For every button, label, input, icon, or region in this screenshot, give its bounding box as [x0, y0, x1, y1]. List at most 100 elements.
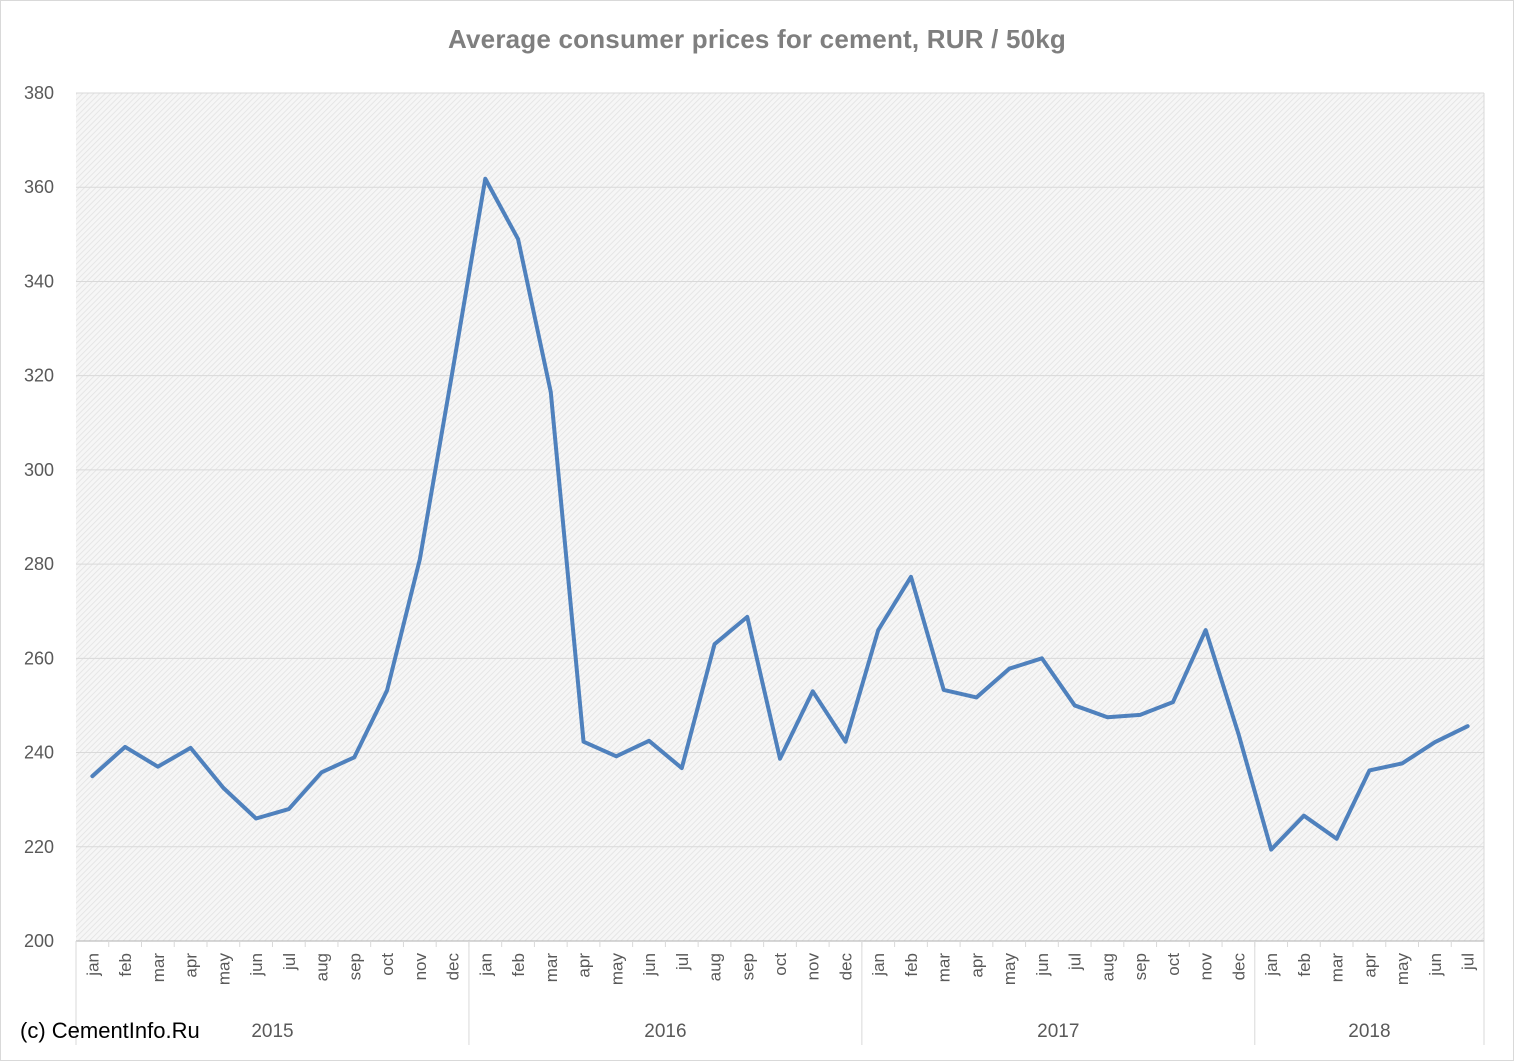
data-point	[1007, 667, 1011, 671]
data-point	[680, 766, 684, 770]
month-label: aug	[706, 953, 725, 981]
month-label: apr	[575, 953, 594, 978]
month-label: aug	[313, 953, 332, 981]
month-label: feb	[1295, 953, 1314, 977]
month-label: dec	[444, 953, 463, 981]
data-point	[745, 615, 749, 619]
month-label: oct	[378, 953, 397, 976]
month-label: mar	[149, 953, 168, 983]
data-point	[123, 745, 127, 749]
month-label: oct	[1164, 953, 1183, 976]
month-label: jul	[673, 953, 692, 971]
price-line	[90, 176, 1470, 852]
month-label: jul	[1066, 953, 1085, 971]
y-tick-label: 360	[24, 177, 54, 197]
y-tick-label: 200	[24, 931, 54, 951]
month-label: mar	[542, 953, 561, 983]
month-label: feb	[509, 953, 528, 977]
month-label: oct	[771, 953, 790, 976]
data-point	[90, 774, 94, 778]
year-label: 2015	[251, 1021, 293, 1042]
data-point	[516, 237, 520, 241]
month-label: jan	[476, 953, 495, 977]
data-point	[483, 177, 487, 181]
data-point	[385, 688, 389, 692]
data-point	[156, 765, 160, 769]
data-point	[1433, 740, 1437, 744]
month-label: may	[214, 953, 233, 986]
data-point	[221, 786, 225, 790]
y-axis: 200 220 240 260 280 300 320 340 360 380	[24, 83, 54, 951]
data-point	[582, 740, 586, 744]
data-point	[1138, 713, 1142, 717]
month-label: mar	[1328, 953, 1347, 983]
data-point	[1073, 703, 1077, 707]
grid-lines	[76, 92, 1485, 941]
data-point	[942, 688, 946, 692]
data-point	[1105, 715, 1109, 719]
chart-title: Average consumer prices for cement, RUR …	[447, 24, 1067, 54]
data-point	[549, 390, 553, 394]
month-label: jul	[280, 953, 299, 971]
data-point	[1269, 848, 1273, 852]
month-label: sep	[738, 953, 757, 980]
month-label: nov	[1197, 953, 1216, 981]
month-label: nov	[804, 953, 823, 981]
data-point	[614, 754, 618, 758]
month-label: jan	[1262, 953, 1281, 977]
month-label: jan	[869, 953, 888, 977]
year-label: 2016	[644, 1021, 686, 1042]
month-label: aug	[1098, 953, 1117, 981]
month-label: jun	[1033, 953, 1052, 977]
month-label: may	[1000, 953, 1019, 986]
data-point	[1367, 768, 1371, 772]
data-point	[189, 746, 193, 750]
month-label: feb	[116, 953, 135, 977]
data-point	[1040, 656, 1044, 660]
data-point	[1302, 814, 1306, 818]
data-point	[647, 739, 651, 743]
series	[90, 176, 1470, 852]
month-label: may	[1393, 953, 1412, 986]
data-point	[713, 642, 717, 646]
y-tick-label: 380	[24, 83, 54, 103]
plot-background	[76, 93, 1484, 941]
month-label: jun	[1426, 953, 1445, 977]
y-tick-label: 320	[24, 366, 54, 386]
copyright-text: (c) CementInfo.Ru	[20, 1018, 200, 1043]
month-label: jun	[247, 953, 266, 977]
data-point	[1466, 724, 1470, 728]
year-label: 2018	[1348, 1021, 1390, 1042]
y-tick-label: 260	[24, 648, 54, 668]
data-point	[876, 628, 880, 632]
month-label: nov	[411, 953, 430, 981]
month-label: dec	[1229, 953, 1248, 981]
data-point	[320, 770, 324, 774]
data-point	[451, 369, 455, 373]
month-label: apr	[1360, 953, 1379, 978]
data-point	[352, 755, 356, 759]
data-point	[909, 575, 913, 579]
y-tick-label: 220	[24, 837, 54, 857]
month-label: apr	[182, 953, 201, 978]
plot-area	[76, 93, 1484, 941]
y-tick-label: 300	[24, 460, 54, 480]
data-point	[811, 689, 815, 693]
month-label: feb	[902, 953, 921, 977]
data-point	[1236, 732, 1240, 736]
month-label: jan	[83, 953, 102, 977]
data-point	[254, 817, 258, 821]
data-point	[1400, 761, 1404, 765]
year-label: 2017	[1037, 1021, 1079, 1042]
month-label: may	[607, 953, 626, 986]
data-point	[843, 740, 847, 744]
y-tick-label: 280	[24, 554, 54, 574]
data-point	[778, 757, 782, 761]
data-point	[1204, 628, 1208, 632]
data-point	[1171, 700, 1175, 704]
y-tick-label: 340	[24, 271, 54, 291]
data-point	[974, 695, 978, 699]
month-label: dec	[836, 953, 855, 981]
